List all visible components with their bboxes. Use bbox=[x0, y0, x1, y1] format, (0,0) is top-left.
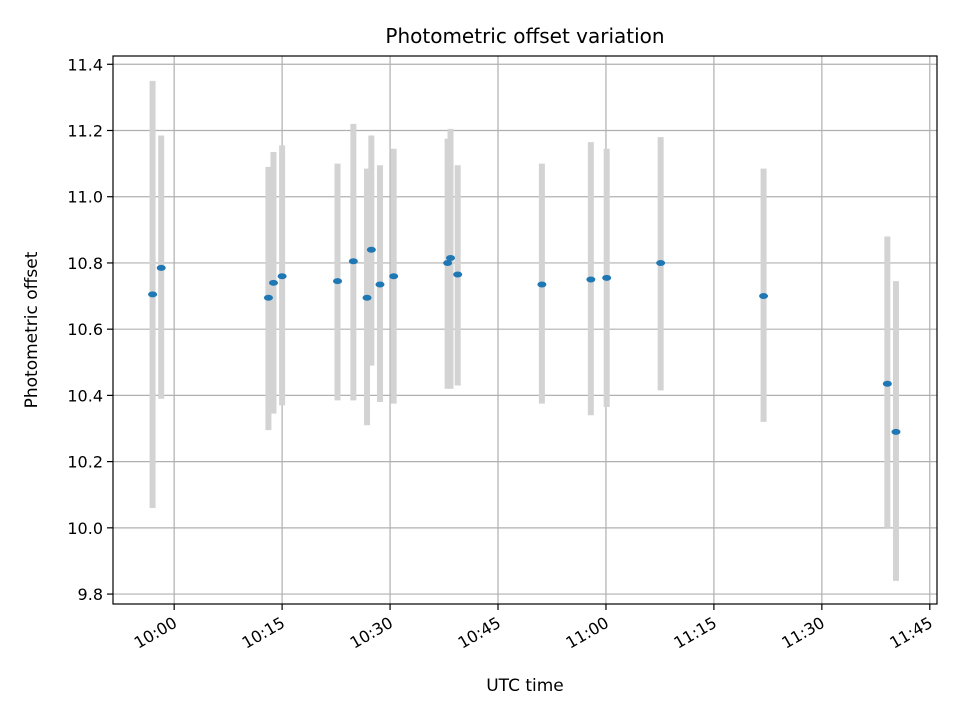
y-tick-label: 11.0 bbox=[67, 188, 103, 207]
data-point bbox=[891, 428, 901, 435]
y-tick-label: 10.4 bbox=[67, 386, 103, 405]
data-point bbox=[333, 278, 343, 285]
x-axis-label: UTC time bbox=[486, 676, 564, 696]
y-tick-label: 10.8 bbox=[67, 254, 103, 273]
data-point bbox=[882, 380, 892, 387]
data-point bbox=[366, 246, 376, 253]
y-axis-label: Photometric offset bbox=[22, 251, 42, 408]
y-tick-label: 10.2 bbox=[67, 453, 103, 472]
plot-area: 10:00 10:15 10:30 10:45 11:00 11:15 11:30 11:45… bbox=[67, 55, 938, 653]
grid bbox=[113, 56, 937, 604]
y-tick-label: 11.2 bbox=[67, 122, 103, 141]
y-tick-label: 9.8 bbox=[78, 585, 103, 604]
data-point bbox=[453, 271, 463, 278]
data-point bbox=[268, 279, 278, 286]
y-tick-label: 10.0 bbox=[67, 519, 103, 538]
data-point bbox=[446, 254, 456, 261]
plot-frame bbox=[112, 55, 938, 605]
data-point bbox=[759, 293, 769, 300]
data-point bbox=[362, 294, 372, 301]
data-point bbox=[443, 259, 453, 266]
data-point bbox=[537, 281, 547, 288]
y-axis: 9.8 10.0 10.2 10.4 10.6 10.8 11.0 11.2 11.4 bbox=[67, 55, 113, 604]
plot-background bbox=[113, 56, 937, 604]
y-tick-label: 11.4 bbox=[67, 55, 103, 74]
data-point bbox=[156, 264, 166, 271]
data-point bbox=[389, 273, 399, 280]
data-point bbox=[263, 294, 273, 301]
data-point bbox=[586, 276, 596, 283]
data-point bbox=[602, 274, 612, 281]
data-point bbox=[656, 259, 666, 266]
chart-title: Photometric offset variation bbox=[385, 24, 664, 48]
data-point bbox=[348, 258, 358, 265]
y-tick-label: 10.6 bbox=[67, 320, 103, 339]
data-point bbox=[277, 273, 287, 280]
data-point bbox=[148, 291, 158, 298]
data-points bbox=[148, 246, 901, 435]
data-point bbox=[375, 281, 385, 288]
